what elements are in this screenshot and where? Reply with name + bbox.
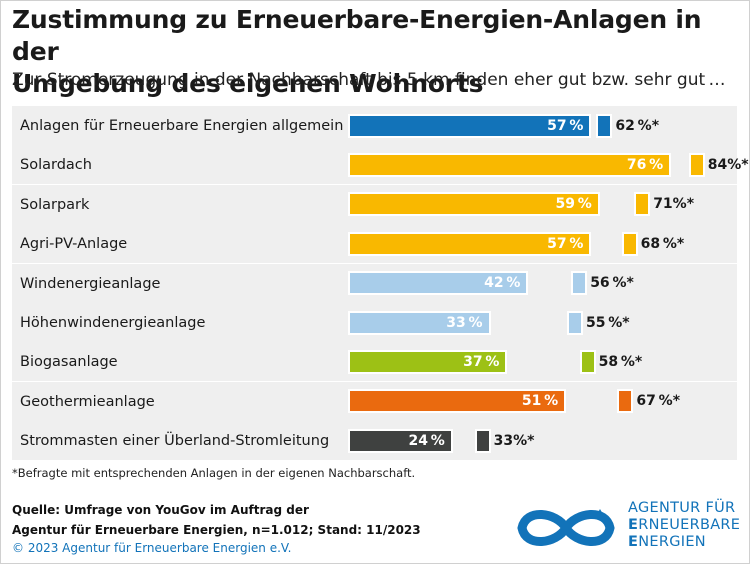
marker-value-label: 33%* — [493, 432, 535, 449]
category-label: Anlagen für Erneuerbare Energien allgeme… — [20, 118, 344, 134]
bar-value-label: 57 % — [547, 117, 584, 134]
category-label: Höhenwindenergieanlage — [20, 315, 206, 331]
marker-value-label: 67 %* — [636, 393, 681, 410]
category-label: Agri-PV-Anlage — [20, 236, 128, 253]
marker-value-label: 56 %* — [590, 275, 634, 292]
marker — [596, 113, 613, 138]
logo-line-3-rest: NERGIEN — [638, 534, 706, 550]
source-line-2: Agentur für Erneuerbare Energien, n=1.01… — [12, 523, 421, 537]
category-label: Biogasanlage — [20, 354, 118, 371]
marker — [688, 152, 705, 177]
logo-line-2-rest: RNEUERBARE — [638, 517, 741, 533]
copyright: © 2023 Agentur für Erneuerbare Energien … — [12, 541, 292, 555]
bar — [348, 113, 592, 138]
category-label: Solarpark — [20, 196, 90, 213]
marker — [617, 389, 634, 414]
bar-value-label: 37 % — [463, 353, 500, 370]
logo-infinity-path — [517, 510, 615, 546]
title-line-2: Umgebung des eigenen Wohnorts — [12, 69, 484, 98]
footnote: *Befragte mit entsprechenden Anlagen in … — [12, 466, 416, 480]
bar — [348, 231, 592, 256]
chart-title: Zustimmung zu Erneuerbare-Energien-Anlag… — [12, 4, 742, 100]
bar — [348, 389, 567, 414]
bar-value-label: 33 % — [446, 314, 483, 331]
category-label: Geothermieanlage — [20, 393, 155, 410]
category-label: Strommasten einer Überland-Stromleitung — [20, 433, 330, 450]
logo-line-3-initial: E — [628, 534, 639, 550]
category-label: Windenergieanlage — [20, 275, 161, 292]
marker-value-label: 58 %* — [598, 353, 643, 370]
logo-line-3: ENERGIEN — [628, 534, 740, 551]
bar-value-label: 57 % — [547, 235, 584, 252]
chart-subtitle: Zur Stromerzeugung in der Nachbarschaft … — [12, 70, 726, 90]
marker — [474, 428, 491, 453]
bar-value-label: 59 % — [555, 196, 592, 213]
logo-line-1: AGENTUR FÜR — [628, 500, 736, 516]
marker-value-label: 71%* — [653, 196, 695, 213]
source: Quelle: Umfrage von YouGov im Auftrag de… — [12, 500, 421, 540]
marker-value-label: 84%* — [707, 156, 749, 173]
bar — [348, 271, 529, 296]
bar-value-label: 76 % — [626, 156, 664, 173]
bar — [348, 428, 453, 453]
marker — [579, 349, 596, 374]
marker — [571, 271, 588, 296]
infinity-icon — [517, 509, 615, 546]
source-line-1: Quelle: Umfrage von YouGov im Auftrag de… — [12, 503, 309, 517]
title-line-1: Zustimmung zu Erneuerbare-Energien-Anlag… — [12, 5, 702, 66]
marker — [634, 192, 651, 217]
bar-value-label: 24 % — [408, 432, 445, 449]
bar-value-label: 51 % — [521, 393, 559, 410]
marker — [567, 310, 583, 335]
logo-wordmark: AGENTUR FÜR ERNEUERBARE ENERGIEN — [628, 500, 740, 551]
logo-line-2-initial: E — [628, 517, 639, 533]
bar — [348, 349, 508, 374]
bar-value-label: 42 % — [484, 275, 521, 292]
marker-value-label: 68 %* — [640, 235, 685, 252]
bar — [348, 152, 672, 177]
category-label: Solardach — [20, 157, 92, 174]
logo-line-2: ERNEUERBARE — [628, 517, 740, 534]
marker-value-label: 62 %* — [615, 117, 660, 134]
marker — [621, 231, 638, 256]
bar — [348, 310, 491, 335]
marker-value-label: 55 %* — [586, 314, 630, 331]
bar — [348, 192, 600, 217]
